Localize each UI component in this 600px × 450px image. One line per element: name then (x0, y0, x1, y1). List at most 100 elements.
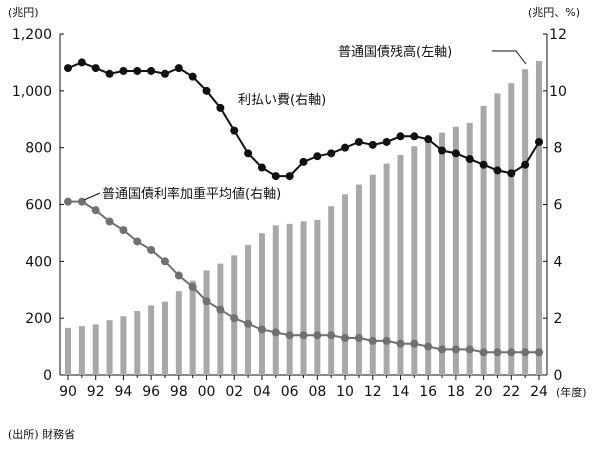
x-axis-tick-label: 18 (447, 384, 465, 400)
series-point (147, 245, 156, 254)
left-axis-tick-label: 1,000 (12, 84, 52, 100)
series-point (493, 348, 502, 357)
bar (120, 316, 127, 375)
bar (383, 163, 390, 375)
left-axis-tick-label: 0 (43, 368, 52, 384)
bar (494, 93, 501, 375)
series-point (271, 172, 280, 181)
left-axis-tick-label: 600 (25, 198, 52, 214)
series-point (133, 237, 142, 246)
bar (134, 311, 141, 375)
bar (522, 69, 529, 375)
series-point (410, 132, 419, 141)
bar (175, 291, 182, 375)
x-axis-unit-label: (年度) (556, 385, 587, 399)
bar (65, 327, 71, 375)
right-axis-unit-label: (兆円、%) (528, 6, 580, 19)
bar (452, 126, 459, 375)
bar (328, 206, 335, 375)
bar (189, 280, 196, 375)
left-axis-tick-label: 800 (25, 141, 52, 157)
series-point (285, 331, 294, 340)
x-axis-tick-label: 02 (225, 384, 243, 400)
line-series (64, 58, 543, 357)
series-point (119, 66, 128, 75)
series-point (133, 66, 142, 75)
bar (536, 60, 542, 375)
series-point (465, 155, 474, 164)
left-axis-tick-label: 1,200 (12, 27, 52, 43)
series-point (396, 132, 405, 141)
bar (355, 184, 362, 375)
series-point (465, 345, 474, 354)
series-point (202, 86, 211, 95)
x-axis-tick-label: 24 (530, 384, 548, 400)
x-axis-tick-label: 14 (392, 384, 410, 400)
x-axis-tick-label: 92 (87, 384, 105, 400)
series-point (271, 328, 280, 337)
bar-series (65, 60, 542, 376)
series-point (451, 345, 460, 354)
x-axis-tick-label: 08 (308, 384, 326, 400)
bar (148, 305, 155, 375)
series-point (216, 103, 225, 112)
right-axis-tick-label: 10 (549, 84, 567, 100)
series-point (382, 137, 391, 146)
x-axis-tick-label: 20 (475, 384, 493, 400)
bar (397, 155, 404, 375)
series-point (230, 126, 239, 135)
bar (314, 219, 321, 375)
right-axis-tick-label: 2 (554, 311, 563, 327)
series-point (438, 146, 447, 155)
x-axis-tick-label: 04 (253, 384, 271, 400)
series-point (64, 64, 72, 73)
bar (92, 324, 99, 375)
annotations: 普通国債残高(左軸) 利払い費(右軸) 普通国債利率加重平均値(右軸) (83, 44, 527, 202)
series-point (147, 66, 156, 75)
series-point (160, 257, 169, 266)
right-axis-tick-label: 12 (549, 27, 567, 43)
series-point (105, 69, 114, 78)
bar (300, 221, 307, 375)
bar (106, 320, 113, 375)
left-axis-unit-label: (兆円) (8, 6, 39, 19)
series-point (368, 140, 377, 149)
bar (439, 132, 446, 375)
series-point (285, 172, 294, 181)
bar (286, 223, 293, 375)
series-point (354, 334, 363, 343)
bar (342, 194, 349, 375)
series-point (244, 319, 253, 328)
series-point (424, 342, 433, 351)
series-point (77, 58, 86, 67)
series-point (230, 314, 239, 323)
series-point (299, 157, 308, 166)
series-point (174, 64, 183, 73)
series-point (479, 348, 488, 357)
x-axis-tick-label: 98 (170, 384, 188, 400)
x-axis-tick-label: 06 (281, 384, 299, 400)
series-point (313, 331, 322, 340)
bar (425, 138, 432, 375)
x-axis-tick-label: 12 (364, 384, 382, 400)
series-point (507, 348, 516, 357)
right-axis-tick-label: 6 (554, 198, 563, 214)
series-point (521, 348, 530, 357)
bar (466, 122, 473, 375)
right-axis-tick-label: 0 (554, 368, 563, 384)
annotation-leader-line (83, 192, 101, 201)
series-point (327, 149, 336, 158)
source-note: (出所) 財務省 (8, 428, 76, 441)
series-point (119, 226, 128, 235)
series-point (105, 217, 114, 226)
series-point (479, 160, 488, 169)
series-point (91, 64, 100, 73)
right-axis-tick-label: 8 (554, 141, 563, 157)
bar (203, 270, 210, 375)
annotation-rate-series: 普通国債利率加重平均値(右軸) (102, 186, 281, 202)
x-axis-tick-label: 96 (142, 384, 160, 400)
series-point (174, 271, 183, 280)
series-point (313, 152, 322, 161)
x-axis-tick-label: 94 (114, 384, 132, 400)
